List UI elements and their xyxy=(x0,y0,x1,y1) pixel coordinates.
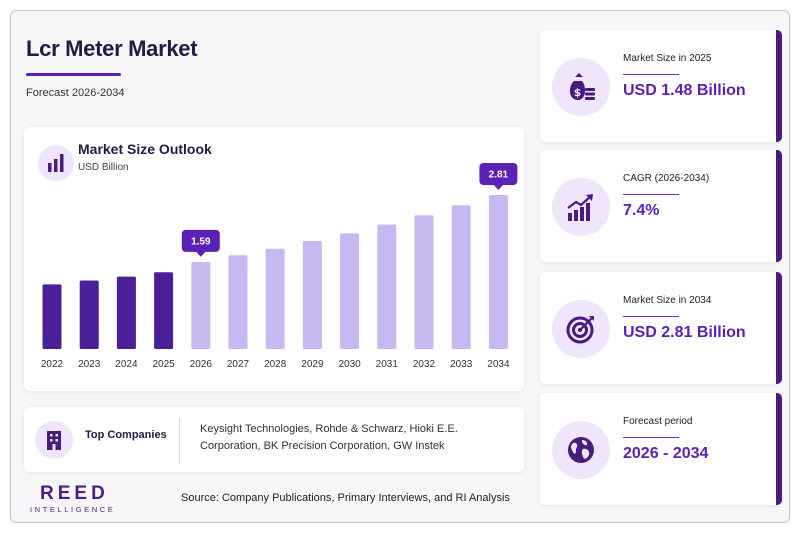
x-tick-label: 2022 xyxy=(41,359,64,370)
stat-divider xyxy=(623,74,679,75)
bar-2025 xyxy=(154,272,174,349)
chart-title: Market Size Outlook xyxy=(78,141,212,157)
stat-card-market-size-2034: Market Size in 2034 USD 2.81 Billion xyxy=(540,272,782,384)
stat-divider xyxy=(623,437,679,438)
stat-value: USD 2.81 Billion xyxy=(623,324,746,341)
stat-card-market-size-2025: $ Market Size in 2025 USD 1.48 Billion xyxy=(540,30,782,142)
top-companies-list: Keysight Technologies, Rohde & Schwarz, … xyxy=(200,423,458,452)
callout-pointer xyxy=(493,184,504,190)
stat-label: Market Size in 2025 xyxy=(623,53,712,64)
x-tick-label: 2023 xyxy=(78,359,101,370)
x-tick-label: 2031 xyxy=(376,359,399,370)
x-tick-label: 2030 xyxy=(338,359,361,370)
data-label: 2.81 xyxy=(489,170,509,181)
stat-value: USD 1.48 Billion xyxy=(623,82,746,99)
stat-label: Forecast period xyxy=(623,416,693,427)
bar-2027 xyxy=(228,255,248,349)
bar-2023 xyxy=(79,280,99,349)
chart-unit-label: USD Billion xyxy=(78,162,129,173)
page-subtitle: Forecast 2026-2034 xyxy=(26,87,125,99)
bar-2022 xyxy=(42,284,62,349)
x-tick-label: 2024 xyxy=(115,359,138,370)
callout-2026: 1.59 xyxy=(181,229,220,257)
building-icon xyxy=(35,421,73,459)
bar-chart: 2022 2023 2024 2025 2026 2027 2028 2029 2030 2031… xyxy=(41,163,518,370)
stat-label: Market Size in 2034 xyxy=(623,295,712,306)
money-bag-icon: $ xyxy=(552,58,610,116)
x-tick-label: 2026 xyxy=(190,359,213,370)
logo-subtitle: INTELLIGENCE xyxy=(30,505,116,514)
stat-card-forecast-period: Forecast period 2026 - 2034 xyxy=(540,393,782,505)
bar-2032 xyxy=(414,215,434,349)
stat-divider xyxy=(623,194,679,195)
callout-pointer xyxy=(195,251,206,257)
page-title: Lcr Meter Market xyxy=(26,36,198,61)
companies-divider xyxy=(179,418,180,464)
stat-card-cagr: CAGR (2026-2034) 7.4% xyxy=(540,150,782,262)
target-icon xyxy=(552,300,610,358)
x-tick-label: 2028 xyxy=(264,359,287,370)
x-tick-label: 2027 xyxy=(227,359,250,370)
top-companies-label: Top Companies xyxy=(85,429,167,441)
x-tick-label: 2025 xyxy=(152,359,175,370)
growth-chart-icon xyxy=(552,178,610,236)
stat-label: CAGR (2026-2034) xyxy=(623,173,710,184)
bar-2026 xyxy=(191,261,211,349)
bar-2033 xyxy=(451,205,471,349)
x-tick-label: 2032 xyxy=(413,359,436,370)
source-note: Source: Company Publications, Primary In… xyxy=(181,492,510,504)
callout-box xyxy=(479,163,518,185)
stat-value: 2026 - 2034 xyxy=(623,445,709,462)
bar-2024 xyxy=(116,276,136,349)
bar-2031 xyxy=(377,224,397,349)
globe-icon xyxy=(552,421,610,479)
bar-2030 xyxy=(340,233,360,349)
data-label: 1.59 xyxy=(191,236,211,247)
bar-2029 xyxy=(302,241,322,349)
stat-value: 7.4% xyxy=(623,202,660,219)
title-underline xyxy=(26,73,121,76)
x-tick-label: 2033 xyxy=(450,359,473,370)
x-tick-label: 2034 xyxy=(487,359,510,370)
bar-2034 xyxy=(488,195,508,349)
callout-box xyxy=(181,229,220,252)
svg-text:$: $ xyxy=(574,86,582,99)
top-companies-card xyxy=(24,407,524,472)
bar-chart-icon xyxy=(38,145,74,181)
bar-2028 xyxy=(265,248,285,349)
x-tick-label: 2029 xyxy=(301,359,324,370)
logo-wordmark: REED xyxy=(40,483,109,504)
callout-2034: 2.81 xyxy=(479,163,518,190)
stat-divider xyxy=(623,316,679,317)
